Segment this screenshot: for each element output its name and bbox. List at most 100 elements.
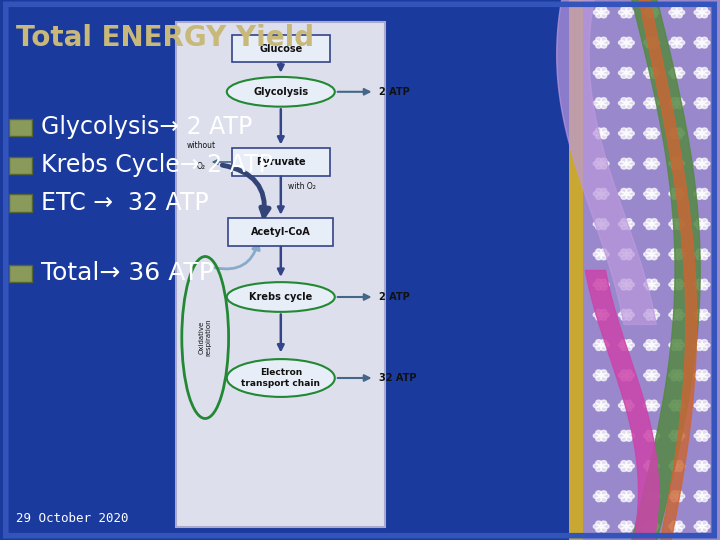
Circle shape [651,14,657,18]
Circle shape [677,188,682,193]
FancyBboxPatch shape [9,119,32,136]
Circle shape [629,131,634,136]
Circle shape [618,403,624,408]
Circle shape [599,283,603,286]
Text: Oxidative
respiration: Oxidative respiration [199,319,212,356]
Circle shape [596,7,601,11]
Circle shape [596,370,601,374]
Text: Acetyl-CoA: Acetyl-CoA [251,227,310,237]
Circle shape [603,222,609,226]
Circle shape [601,279,606,284]
Circle shape [621,74,626,78]
Circle shape [649,374,653,377]
Circle shape [677,521,682,525]
Circle shape [697,7,703,11]
Circle shape [671,14,677,18]
Circle shape [669,10,675,15]
Circle shape [629,161,634,166]
Circle shape [596,279,601,284]
Circle shape [603,71,609,75]
Circle shape [599,343,603,347]
Circle shape [601,376,606,381]
Circle shape [677,74,682,78]
Bar [569,0,585,540]
Circle shape [649,464,653,467]
Circle shape [618,373,624,377]
Circle shape [701,430,708,435]
Circle shape [694,373,700,377]
Circle shape [647,255,652,260]
Circle shape [671,134,677,139]
Circle shape [625,253,628,256]
Circle shape [677,219,682,223]
Circle shape [626,437,632,441]
Circle shape [669,252,675,256]
Circle shape [649,192,653,195]
Circle shape [651,528,657,532]
Circle shape [671,44,677,48]
Circle shape [677,249,682,253]
Circle shape [625,283,628,286]
Circle shape [701,340,708,344]
Circle shape [654,282,660,287]
Circle shape [697,437,703,441]
Circle shape [626,528,632,532]
Circle shape [596,219,601,223]
Circle shape [697,376,703,381]
Circle shape [603,464,609,468]
Circle shape [697,316,703,320]
Circle shape [618,252,624,256]
Circle shape [675,374,678,377]
Circle shape [701,400,708,404]
Circle shape [704,131,710,136]
FancyBboxPatch shape [228,218,333,246]
Circle shape [679,252,685,256]
Text: O₂: O₂ [197,162,206,171]
Circle shape [596,255,601,260]
Circle shape [654,403,660,408]
Circle shape [677,430,682,435]
Circle shape [697,430,703,435]
Circle shape [704,373,710,377]
Circle shape [618,40,624,45]
Circle shape [694,343,700,347]
Circle shape [644,222,649,226]
Circle shape [701,225,708,229]
Circle shape [651,370,657,374]
Circle shape [697,497,703,502]
Circle shape [603,40,609,45]
Circle shape [654,71,660,75]
Circle shape [694,161,700,166]
Circle shape [647,249,652,253]
Circle shape [618,131,624,136]
Circle shape [669,373,675,377]
Circle shape [629,192,634,196]
Circle shape [621,340,626,344]
Text: Electron
transport chain: Electron transport chain [241,368,320,388]
Circle shape [675,434,678,437]
Circle shape [626,158,632,163]
Circle shape [601,158,606,163]
Circle shape [651,430,657,435]
Circle shape [701,495,703,498]
Circle shape [677,279,682,284]
Circle shape [697,521,703,525]
Circle shape [621,467,626,471]
Circle shape [671,309,677,314]
Circle shape [701,104,708,109]
Circle shape [644,282,649,287]
Circle shape [618,464,624,468]
Circle shape [593,101,599,105]
Circle shape [671,279,677,284]
Circle shape [621,528,626,532]
Circle shape [701,162,703,165]
Circle shape [618,71,624,75]
Circle shape [618,343,624,347]
Circle shape [677,340,682,344]
Circle shape [593,40,599,45]
Circle shape [596,400,601,404]
Circle shape [593,252,599,256]
Circle shape [694,10,700,15]
Circle shape [671,407,677,411]
Circle shape [701,192,703,195]
